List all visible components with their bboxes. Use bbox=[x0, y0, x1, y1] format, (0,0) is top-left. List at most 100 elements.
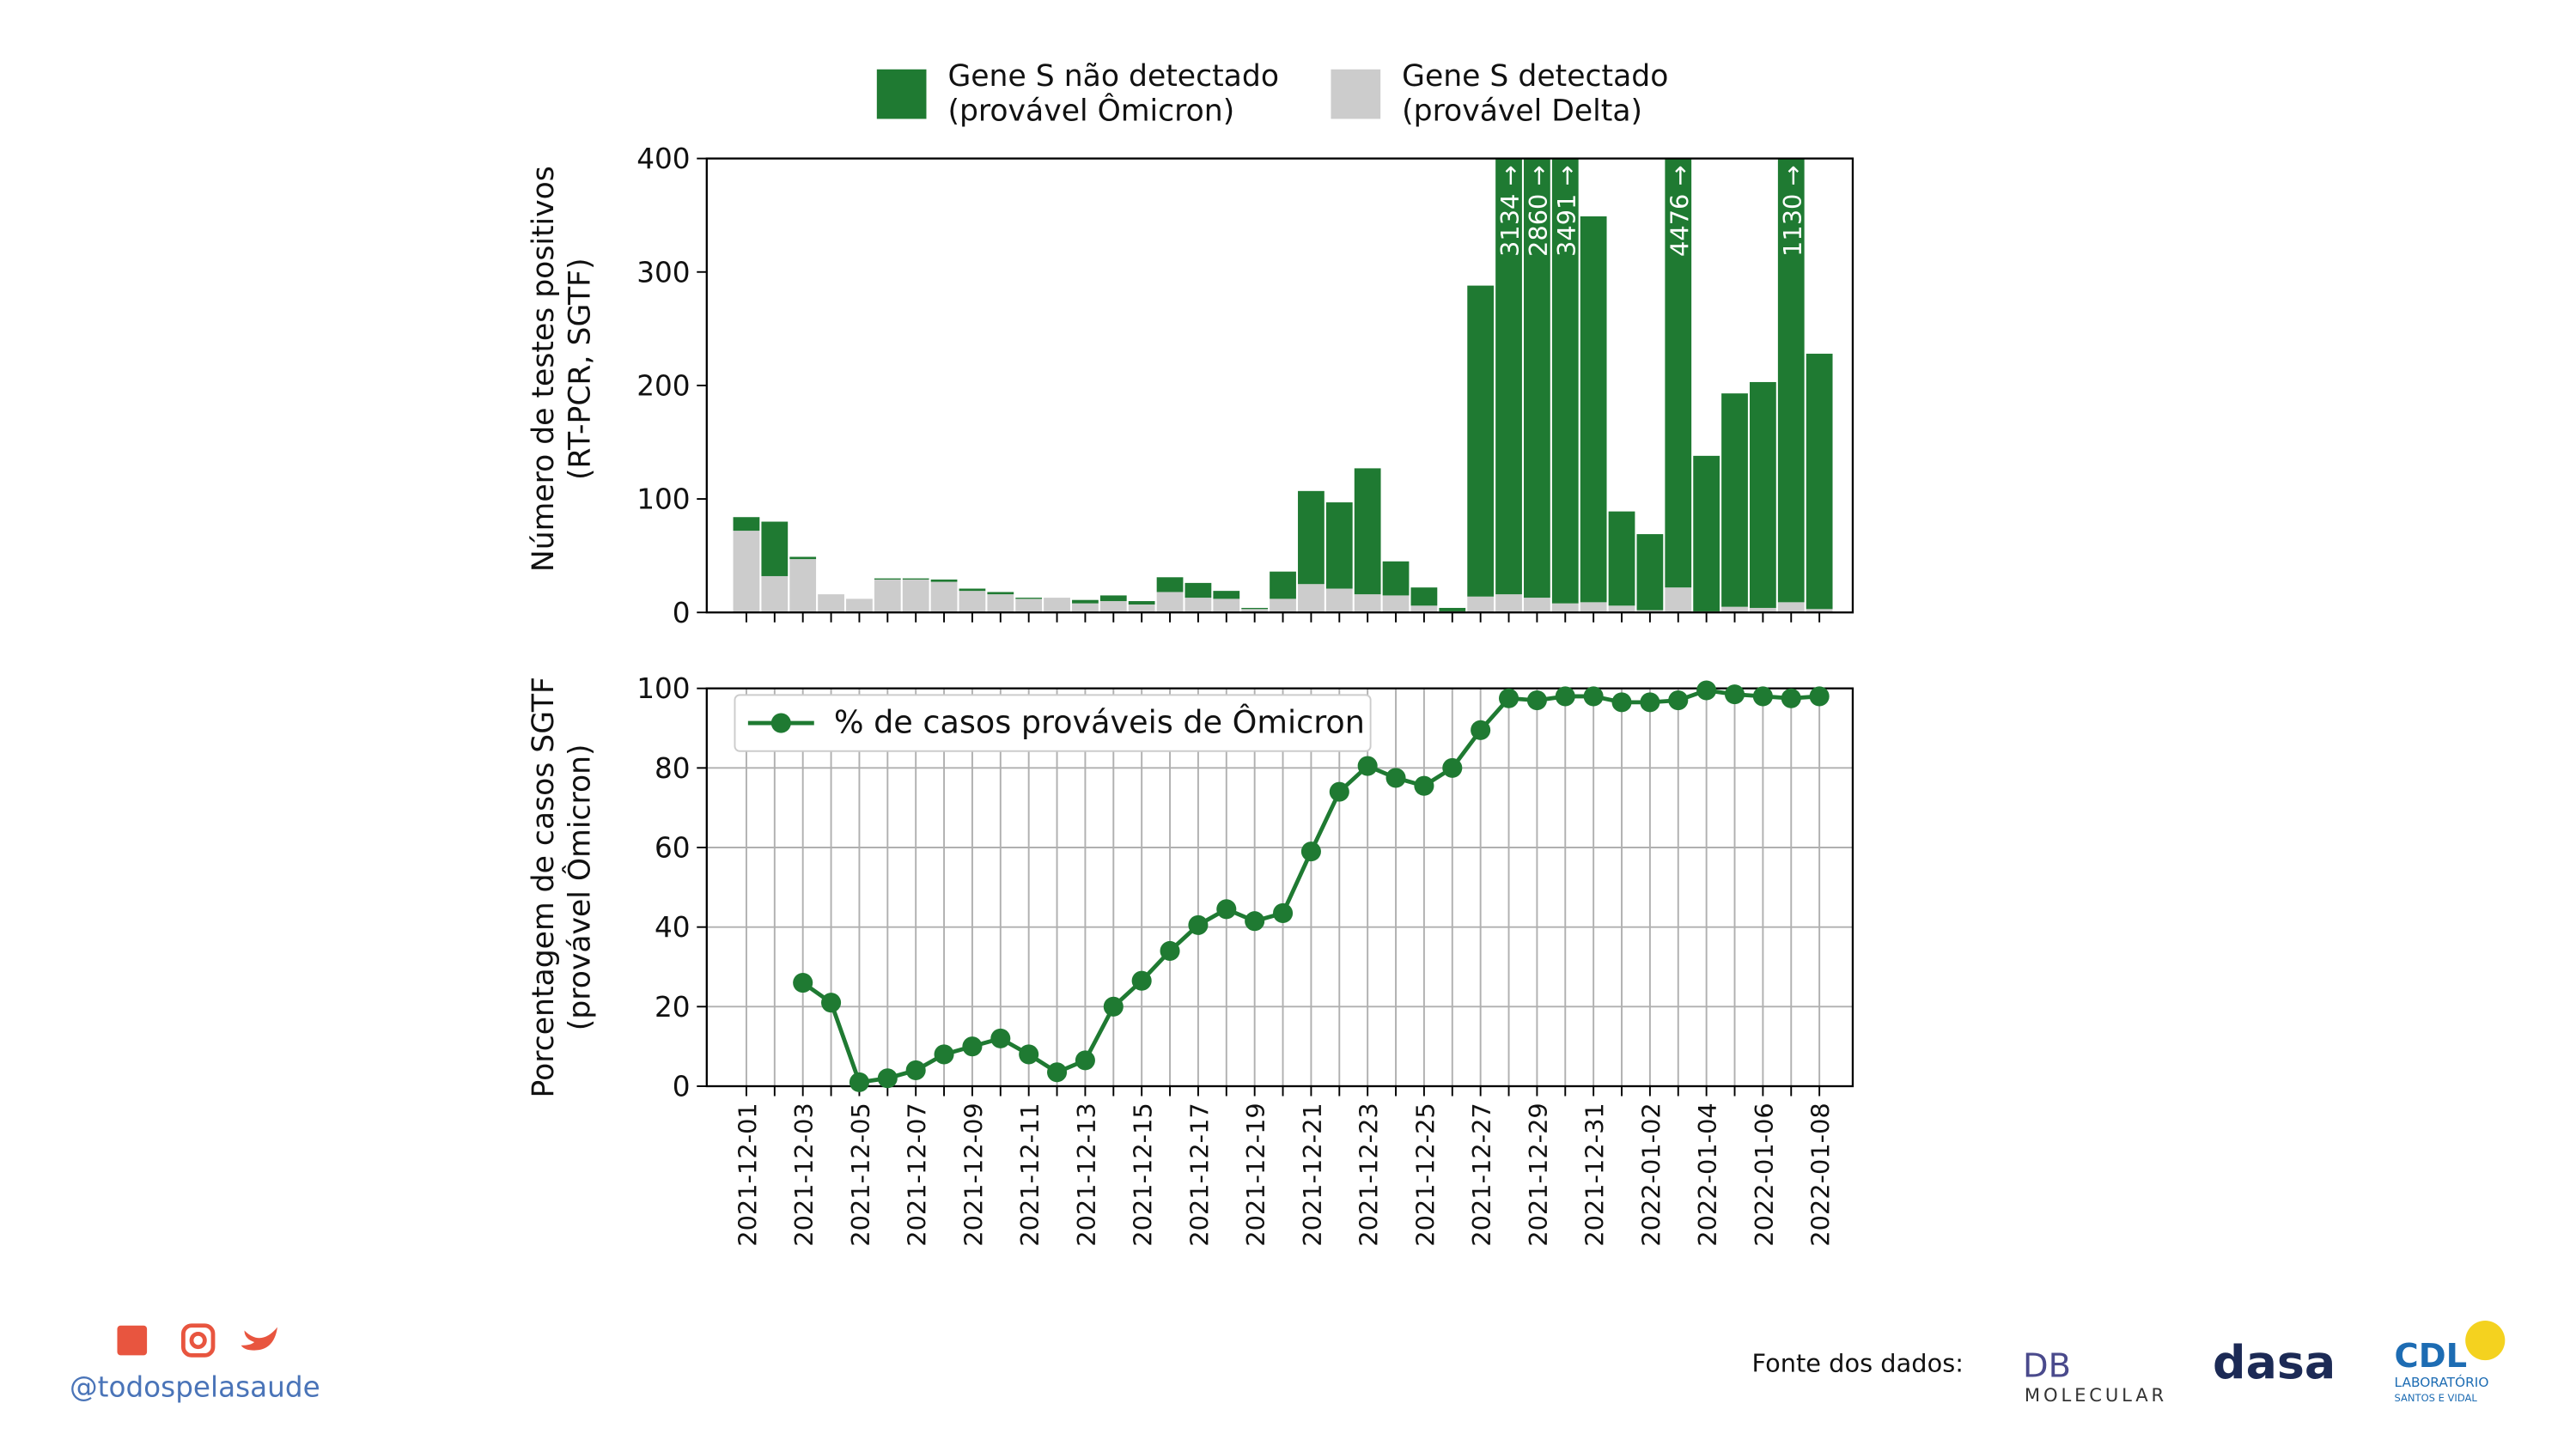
point bbox=[1245, 911, 1265, 932]
legend-label: % de casos prováveis de Ômicron bbox=[834, 703, 1365, 741]
y-tick-label: 20 bbox=[655, 991, 691, 1024]
bar-segment bbox=[1551, 603, 1579, 613]
point bbox=[1809, 686, 1830, 707]
y-tick-label: 400 bbox=[636, 143, 690, 175]
point bbox=[1752, 686, 1773, 707]
bar-segment bbox=[1354, 594, 1381, 613]
point bbox=[1781, 688, 1801, 708]
source-label: Fonte dos dados: bbox=[1752, 1349, 1964, 1378]
y-tick-label: 200 bbox=[636, 369, 690, 402]
bar-segment bbox=[1580, 602, 1607, 613]
bar-segment bbox=[1580, 216, 1607, 603]
bar-segment bbox=[1608, 605, 1635, 613]
bar-segment bbox=[959, 591, 986, 613]
bar-segment bbox=[1608, 511, 1635, 606]
x-tick-label: 2021-12-25 bbox=[1410, 1103, 1440, 1247]
point bbox=[1668, 690, 1689, 711]
bar-segment bbox=[1636, 534, 1664, 611]
point bbox=[1075, 1050, 1095, 1071]
logo: LABORATÓRIO bbox=[2395, 1374, 2489, 1390]
point bbox=[1188, 914, 1209, 935]
bar-segment bbox=[1665, 587, 1692, 613]
point bbox=[1696, 680, 1717, 701]
point bbox=[1103, 996, 1124, 1017]
legend-swatch bbox=[876, 69, 927, 119]
bar-segment bbox=[1184, 582, 1212, 598]
point bbox=[905, 1060, 926, 1080]
legend-marker bbox=[770, 713, 791, 733]
y-tick-label: 80 bbox=[655, 752, 691, 785]
bar-segment bbox=[1777, 602, 1805, 613]
x-tick-label: 2021-12-17 bbox=[1184, 1103, 1214, 1247]
bar-segment bbox=[1806, 353, 1833, 610]
point bbox=[1471, 720, 1491, 740]
bar-segment bbox=[818, 594, 844, 613]
x-tick-label: 2021-12-21 bbox=[1298, 1103, 1327, 1247]
point bbox=[793, 972, 813, 993]
logo: DB bbox=[2023, 1346, 2071, 1385]
point bbox=[1611, 692, 1632, 713]
bar-segment bbox=[1241, 609, 1269, 613]
bar-segment bbox=[1128, 601, 1155, 605]
bar-segment bbox=[1072, 599, 1099, 604]
x-tick-label: 2022-01-02 bbox=[1636, 1103, 1666, 1247]
point bbox=[1047, 1062, 1068, 1083]
bar-segment bbox=[1495, 158, 1522, 595]
bar-segment bbox=[959, 588, 986, 592]
bar-segment bbox=[1156, 592, 1184, 613]
logo-drop bbox=[2465, 1320, 2506, 1361]
x-tick-label: 2021-12-27 bbox=[1467, 1103, 1496, 1247]
point bbox=[1131, 970, 1152, 991]
x-tick-label: 2021-12-03 bbox=[789, 1103, 819, 1247]
bar-segment bbox=[1213, 598, 1240, 613]
x-tick-label: 2021-12-19 bbox=[1241, 1103, 1270, 1247]
bar-segment bbox=[930, 581, 958, 613]
bar-segment bbox=[1184, 598, 1212, 613]
point bbox=[821, 993, 842, 1013]
point bbox=[1555, 686, 1575, 707]
logo: MOLECULAR bbox=[2025, 1384, 2167, 1406]
point bbox=[1385, 768, 1406, 788]
bar-segment bbox=[1213, 591, 1240, 599]
logo: SANTOS E VIDAL bbox=[2395, 1392, 2478, 1404]
bar-segment bbox=[761, 575, 789, 613]
point bbox=[1329, 781, 1349, 802]
x-tick-label: 2021-12-13 bbox=[1072, 1103, 1101, 1247]
bar-segment bbox=[987, 592, 1014, 595]
bar-segment bbox=[1777, 158, 1805, 603]
point bbox=[1724, 684, 1745, 705]
legend-label: Gene S não detectado (provável Ômicron) bbox=[947, 59, 1279, 128]
point bbox=[1414, 775, 1434, 796]
bar-segment bbox=[1298, 490, 1325, 585]
x-tick-label: 2021-12-31 bbox=[1580, 1103, 1610, 1247]
bar-segment bbox=[1072, 603, 1099, 613]
point bbox=[1357, 756, 1378, 776]
bar-segment bbox=[761, 521, 789, 576]
data-label: 2860 → bbox=[1524, 165, 1553, 257]
point bbox=[1300, 841, 1321, 862]
legend-swatch bbox=[1331, 69, 1381, 119]
bar-segment bbox=[1551, 158, 1579, 604]
bar-segment bbox=[1156, 577, 1184, 592]
logo: CDL bbox=[2395, 1337, 2468, 1376]
y-axis-label: Porcentagem de casos SGTF (provável Ômicr… bbox=[527, 677, 597, 1097]
point bbox=[962, 1036, 983, 1057]
bar-segment bbox=[1099, 595, 1127, 602]
bar-segment bbox=[1382, 595, 1410, 613]
data-label: 3491 → bbox=[1552, 165, 1581, 257]
bar-segment bbox=[1665, 158, 1692, 588]
axes-frame bbox=[705, 157, 1854, 614]
x-tick-label: 2021-12-23 bbox=[1355, 1103, 1384, 1247]
bar-segment bbox=[1439, 607, 1466, 611]
bar-segment bbox=[789, 556, 817, 560]
logo: dasa bbox=[2213, 1335, 2335, 1389]
bar-segment bbox=[1325, 588, 1353, 613]
handle: @todospelasaude bbox=[70, 1370, 320, 1403]
x-tick-label: 2021-12-15 bbox=[1129, 1103, 1158, 1247]
point bbox=[1526, 690, 1547, 711]
bar-segment bbox=[987, 594, 1014, 613]
bar-segment bbox=[1524, 158, 1550, 598]
bar-segment bbox=[1128, 604, 1155, 613]
y-tick-label: 40 bbox=[655, 911, 691, 944]
